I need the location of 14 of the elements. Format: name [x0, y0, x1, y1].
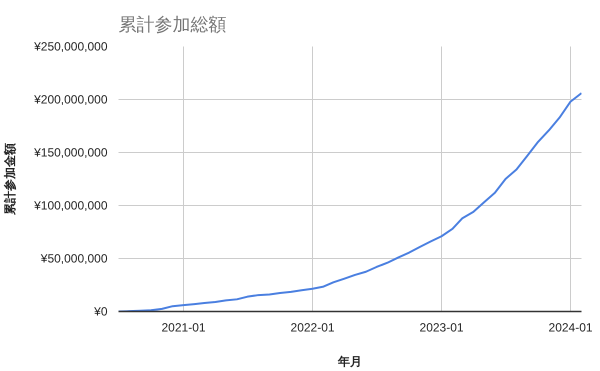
- y-tick-label: ¥200,000,000: [33, 92, 108, 106]
- line-series: [118, 92, 582, 312]
- y-axis-title: 累計参加金額: [3, 143, 18, 216]
- y-tick-label: ¥0: [93, 304, 108, 318]
- y-tick-label: ¥150,000,000: [33, 146, 108, 160]
- chart-title: 累計参加総額: [118, 14, 226, 34]
- x-tick-label: 2023-01: [420, 320, 464, 334]
- x-tick-label: 2021-01: [162, 320, 206, 334]
- x-tick-label: 2022-01: [290, 320, 335, 334]
- x-tick-label: 2024-01: [548, 320, 593, 334]
- x-axis-title: 年月: [337, 354, 362, 368]
- y-tick-label: ¥250,000,000: [33, 40, 108, 54]
- y-tick-label: ¥50,000,000: [40, 252, 108, 266]
- y-tick-label: ¥100,000,000: [33, 198, 108, 212]
